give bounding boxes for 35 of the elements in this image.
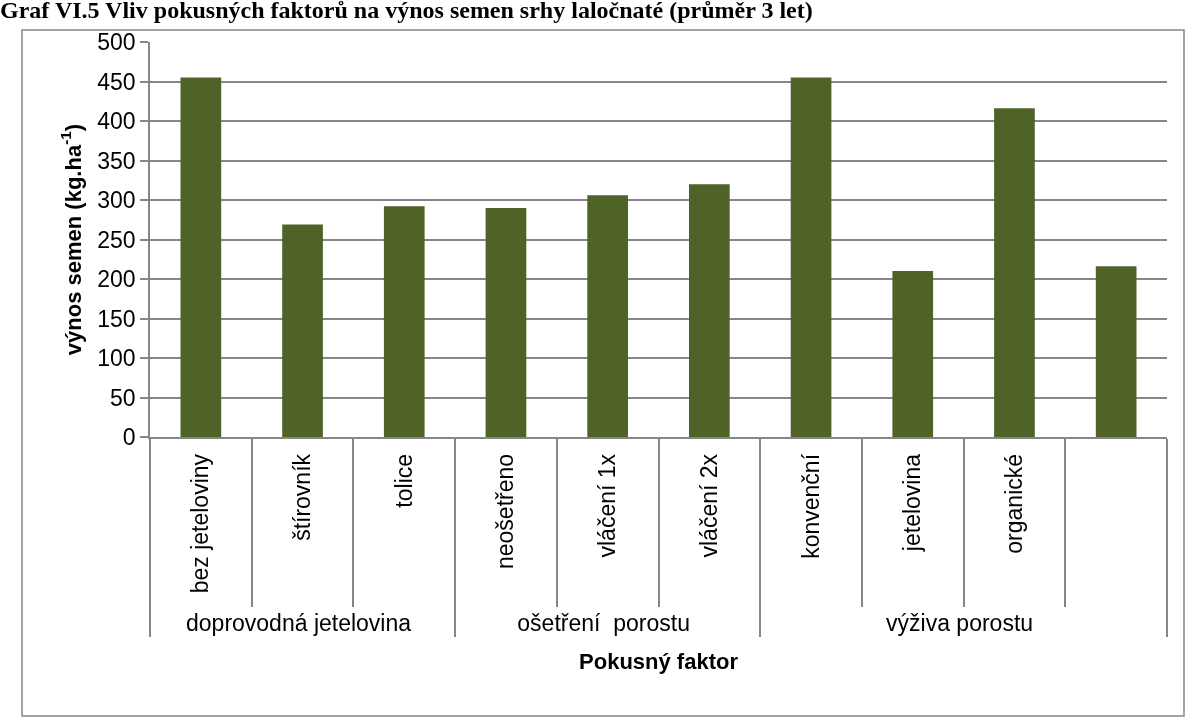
x-tick-label: štírovník (289, 453, 316, 541)
bar (892, 271, 934, 437)
x-tick-label: vláčení 2x (695, 453, 722, 558)
bar (180, 77, 222, 437)
x-tick-label: jetelovina (899, 453, 926, 553)
y-tick-label: 200 (97, 266, 136, 293)
x-axis-title: Pokusný faktor (579, 648, 739, 674)
bar (1095, 266, 1137, 437)
y-tick-label: 350 (97, 147, 136, 174)
y-tick-label: 250 (97, 226, 136, 253)
y-tick-label: 500 (97, 29, 136, 56)
y-tick-label: 450 (97, 68, 136, 95)
chart-title: Graf VI.5 Vliv pokusných faktorů na výnos semen srhy laločnaté (průměr 3 let) (0, 0, 813, 23)
y-tick-label: 100 (97, 345, 136, 372)
text: ošetření porostu (517, 610, 690, 637)
x-tick-label: vláčení 1x (594, 453, 621, 558)
bar (994, 108, 1035, 437)
y-tick-label: 300 (97, 187, 136, 214)
x-tick-label: tolice (390, 453, 417, 508)
bar (790, 77, 832, 437)
x-tick-label: neošetřeno (492, 453, 519, 570)
x-tick-label: organické (1000, 453, 1027, 554)
y-tick-label: 0 (122, 424, 136, 451)
y-tick-label: 50 (110, 384, 136, 411)
x-tick-label: konvenční (797, 453, 824, 559)
bar (282, 224, 323, 437)
bar (383, 206, 425, 437)
y-tick-label: 400 (97, 108, 136, 135)
y-tick-label: 150 (97, 305, 136, 332)
bar (689, 184, 730, 437)
text: doprovodná jetelovina (185, 610, 412, 637)
bar (587, 195, 628, 437)
bar (485, 207, 527, 437)
x-tick-label: bez jeteloviny (187, 453, 214, 594)
text: výživa porostu (886, 610, 1034, 637)
